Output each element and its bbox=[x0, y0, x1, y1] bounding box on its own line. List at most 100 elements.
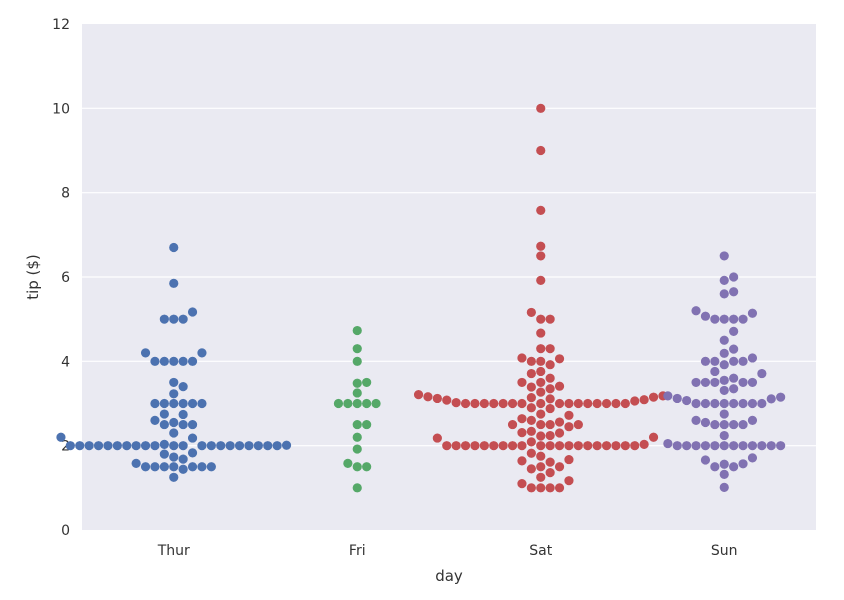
data-point-thur bbox=[140, 441, 151, 451]
data-point-sat bbox=[545, 384, 555, 394]
data-point-sat bbox=[554, 441, 565, 451]
data-point-thur bbox=[150, 441, 160, 451]
data-point-sat bbox=[536, 377, 546, 388]
data-point-sat bbox=[545, 403, 555, 414]
data-point-sun bbox=[729, 462, 739, 472]
data-point-fri bbox=[362, 419, 372, 430]
y-tick-label: 4 bbox=[61, 354, 70, 370]
data-point-thur bbox=[169, 441, 179, 451]
data-point-sun bbox=[729, 384, 739, 394]
data-point-thur bbox=[178, 419, 188, 430]
data-point-thur bbox=[178, 398, 188, 409]
data-point-thur bbox=[187, 433, 198, 443]
data-point-sun bbox=[682, 395, 692, 406]
data-point-sun bbox=[757, 398, 767, 409]
data-point-sat bbox=[517, 414, 527, 424]
data-point-thur bbox=[178, 409, 188, 420]
data-point-sun bbox=[719, 289, 729, 299]
data-point-thur bbox=[178, 441, 188, 451]
data-point-sat bbox=[573, 441, 583, 451]
data-point-thur bbox=[169, 452, 179, 462]
data-point-sun bbox=[719, 375, 729, 385]
data-point-sat bbox=[564, 398, 574, 409]
data-point-sun bbox=[747, 308, 758, 318]
data-point-sat bbox=[564, 476, 574, 486]
data-point-sat bbox=[545, 457, 555, 467]
data-point-sat bbox=[526, 356, 536, 366]
data-point-thur bbox=[140, 348, 151, 358]
data-point-thur bbox=[197, 462, 207, 472]
data-point-sat bbox=[536, 366, 546, 377]
data-point-thur bbox=[169, 462, 179, 472]
data-point-thur bbox=[159, 449, 169, 459]
data-point-thur bbox=[159, 314, 169, 324]
data-point-sat bbox=[507, 419, 518, 430]
data-point-sat bbox=[536, 103, 546, 113]
data-point-sat bbox=[545, 441, 555, 451]
data-point-sat bbox=[620, 398, 630, 409]
data-point-sat bbox=[554, 398, 565, 409]
data-point-sat bbox=[592, 398, 602, 409]
data-point-sat bbox=[536, 398, 546, 409]
data-point-sun bbox=[719, 409, 729, 419]
data-points bbox=[56, 103, 786, 493]
data-point-fri bbox=[362, 377, 372, 388]
data-point-sat bbox=[536, 409, 546, 419]
data-point-thur bbox=[169, 398, 179, 409]
data-point-sun bbox=[700, 398, 711, 409]
data-point-sun bbox=[766, 441, 776, 451]
data-point-fri bbox=[333, 398, 344, 409]
data-point-sat bbox=[611, 398, 621, 409]
data-point-sat bbox=[517, 377, 527, 388]
y-tick-label: 8 bbox=[61, 186, 70, 202]
data-point-sat bbox=[601, 398, 612, 409]
data-point-sun bbox=[672, 441, 682, 451]
data-point-thur bbox=[197, 398, 207, 409]
data-point-sun bbox=[719, 385, 729, 396]
data-point-sat bbox=[564, 422, 574, 432]
data-point-sun bbox=[710, 356, 720, 366]
data-point-sat bbox=[517, 353, 527, 363]
data-point-thur bbox=[150, 415, 160, 425]
data-point-sat bbox=[564, 441, 574, 451]
x-tick-label: Sat bbox=[529, 543, 552, 559]
data-point-sun bbox=[700, 356, 711, 366]
data-point-fri bbox=[343, 458, 353, 468]
data-point-sat bbox=[489, 398, 499, 409]
data-point-sun bbox=[729, 344, 739, 354]
data-point-thur bbox=[150, 398, 160, 409]
data-point-fri bbox=[352, 388, 362, 398]
data-point-sat bbox=[536, 472, 546, 482]
data-point-thur bbox=[244, 441, 254, 451]
data-point-sun bbox=[747, 415, 758, 425]
data-point-fri bbox=[352, 344, 362, 354]
data-point-sat bbox=[498, 398, 508, 409]
data-point-sun bbox=[729, 441, 739, 451]
data-point-sun bbox=[729, 314, 739, 324]
data-point-sat bbox=[536, 451, 546, 461]
data-point-thur bbox=[159, 398, 169, 409]
data-point-thur bbox=[206, 462, 216, 472]
data-point-sun bbox=[691, 377, 701, 388]
data-point-thur bbox=[178, 382, 188, 392]
data-point-sun bbox=[663, 391, 673, 401]
data-point-fri bbox=[371, 398, 381, 409]
data-point-sat bbox=[545, 394, 555, 404]
data-point-sun bbox=[682, 441, 692, 451]
data-point-sat bbox=[583, 398, 593, 409]
data-point-sun bbox=[747, 377, 758, 388]
data-point-fri bbox=[362, 462, 372, 472]
data-point-sat bbox=[479, 398, 489, 409]
data-point-sat bbox=[545, 373, 555, 383]
data-point-sun bbox=[700, 441, 711, 451]
data-point-thur bbox=[234, 441, 245, 451]
data-point-sun bbox=[719, 314, 729, 324]
data-point-sun bbox=[729, 419, 739, 430]
data-point-sun bbox=[738, 441, 748, 451]
data-point-fri bbox=[352, 432, 362, 442]
data-point-sun bbox=[710, 314, 720, 324]
data-point-thur bbox=[178, 314, 188, 324]
data-point-sun bbox=[719, 419, 729, 430]
data-point-sun bbox=[757, 441, 767, 451]
data-point-sat bbox=[442, 441, 452, 451]
